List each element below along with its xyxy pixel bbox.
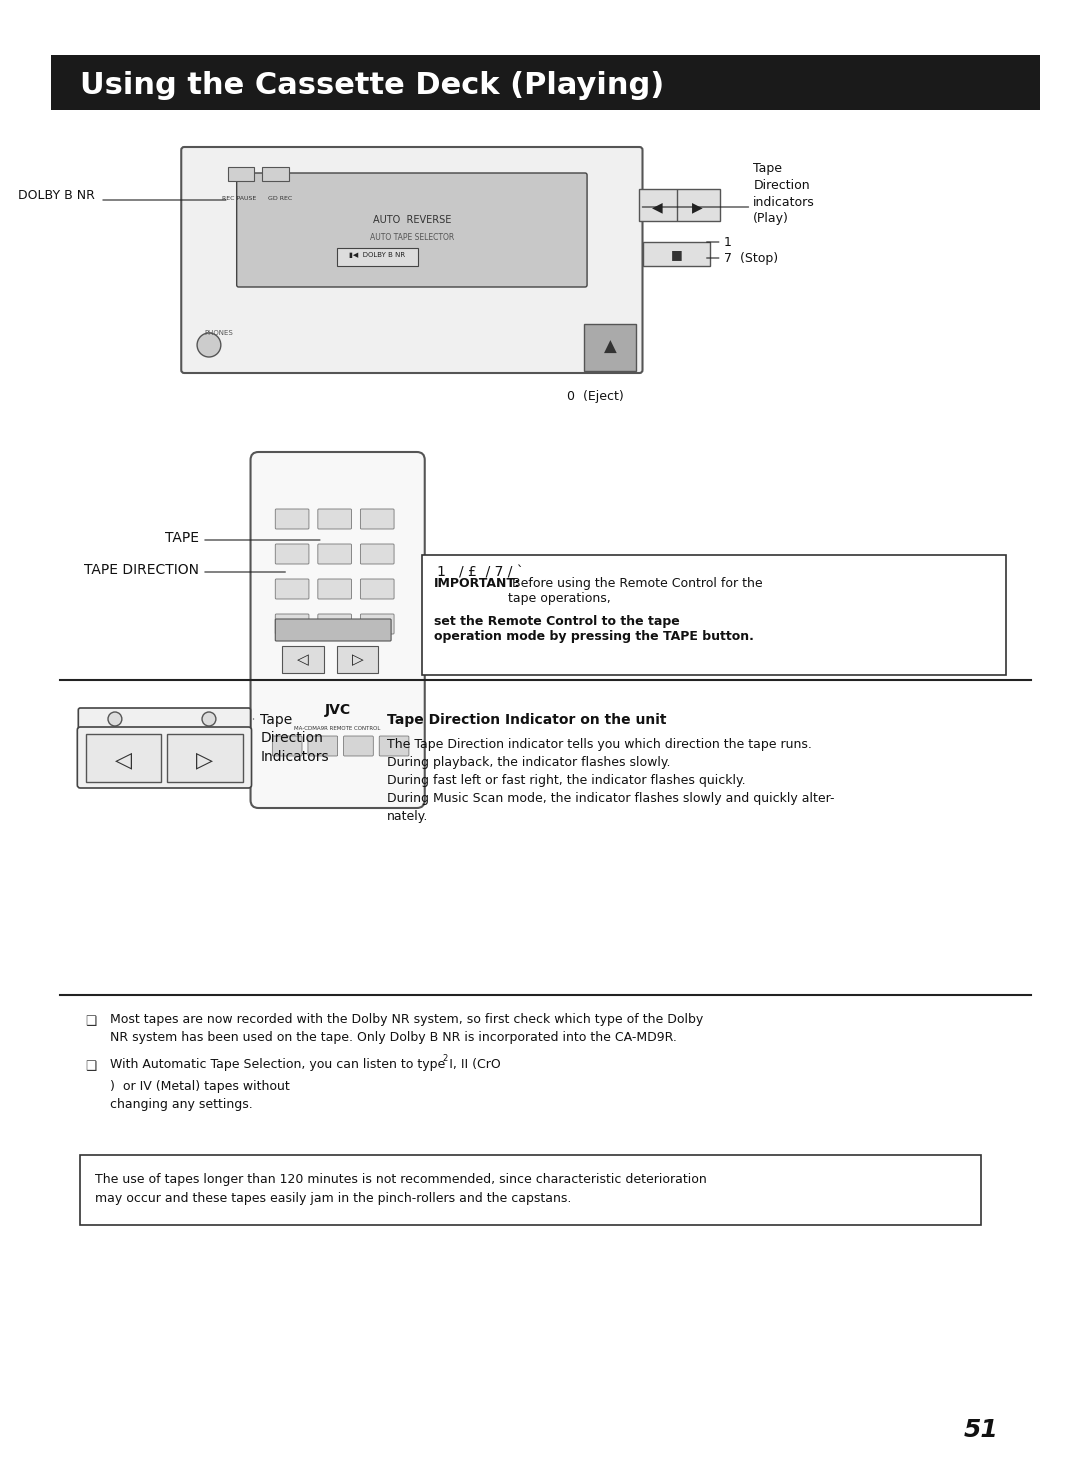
FancyBboxPatch shape [86, 735, 161, 782]
Text: ▷: ▷ [197, 749, 214, 770]
Text: Using the Cassette Deck (Playing): Using the Cassette Deck (Playing) [80, 71, 664, 99]
Text: GD REC: GD REC [268, 197, 293, 201]
Text: ▶: ▶ [691, 200, 702, 214]
Text: Tape
Direction
indicators: Tape Direction indicators [754, 163, 815, 208]
FancyBboxPatch shape [275, 544, 309, 565]
FancyBboxPatch shape [80, 1154, 981, 1225]
FancyBboxPatch shape [228, 167, 255, 180]
Text: ❑: ❑ [85, 1060, 96, 1073]
Text: REC PAUSE: REC PAUSE [221, 197, 256, 201]
Text: IMPORTANT:: IMPORTANT: [434, 576, 521, 590]
Text: 1: 1 [724, 235, 731, 248]
Text: TAPE: TAPE [165, 531, 199, 545]
FancyBboxPatch shape [361, 544, 394, 565]
Circle shape [197, 333, 220, 358]
FancyBboxPatch shape [272, 736, 302, 757]
Circle shape [108, 712, 122, 726]
Text: MA-CDMA9R REMOTE CONTROL: MA-CDMA9R REMOTE CONTROL [295, 726, 381, 730]
FancyBboxPatch shape [262, 167, 289, 180]
Text: (Play): (Play) [754, 211, 789, 225]
FancyBboxPatch shape [181, 146, 643, 372]
FancyBboxPatch shape [51, 55, 1040, 109]
Text: The use of tapes longer than 120 minutes is not recommended, since characteristi: The use of tapes longer than 120 minutes… [95, 1174, 707, 1205]
Text: ▲: ▲ [604, 338, 617, 356]
FancyBboxPatch shape [361, 579, 394, 599]
Text: AUTO TAPE SELECTOR: AUTO TAPE SELECTOR [369, 232, 454, 241]
Text: ◁: ◁ [297, 652, 309, 668]
Text: ▷: ▷ [352, 652, 363, 668]
FancyBboxPatch shape [275, 579, 309, 599]
Text: Before using the Remote Control for the
tape operations,: Before using the Remote Control for the … [508, 576, 762, 605]
FancyBboxPatch shape [78, 727, 252, 788]
Text: 2: 2 [443, 1054, 448, 1063]
FancyBboxPatch shape [343, 736, 374, 757]
FancyBboxPatch shape [282, 646, 324, 672]
FancyBboxPatch shape [237, 173, 588, 287]
FancyBboxPatch shape [318, 544, 351, 565]
Text: ◁: ◁ [116, 749, 133, 770]
FancyBboxPatch shape [644, 242, 710, 266]
Text: 7  (Stop): 7 (Stop) [724, 251, 778, 265]
Text: 0  (Eject): 0 (Eject) [567, 390, 623, 403]
Text: DOLBY B NR: DOLBY B NR [18, 189, 95, 201]
Text: Tape
Direction
Indicators: Tape Direction Indicators [260, 712, 329, 764]
Text: ◀: ◀ [652, 200, 663, 214]
Circle shape [202, 712, 216, 726]
FancyBboxPatch shape [318, 613, 351, 634]
FancyBboxPatch shape [318, 579, 351, 599]
Text: JVC: JVC [325, 704, 351, 717]
FancyBboxPatch shape [638, 189, 719, 222]
FancyBboxPatch shape [337, 646, 378, 672]
Text: ❑: ❑ [85, 1015, 96, 1029]
FancyBboxPatch shape [308, 736, 338, 757]
Text: 1   / £  / 7 / `: 1 / £ / 7 / ` [436, 565, 524, 579]
FancyBboxPatch shape [361, 613, 394, 634]
FancyBboxPatch shape [275, 508, 309, 529]
FancyBboxPatch shape [422, 556, 1005, 675]
FancyBboxPatch shape [275, 619, 391, 641]
Text: )  or IV (Metal) tapes without
changing any settings.: ) or IV (Metal) tapes without changing a… [110, 1080, 289, 1111]
FancyBboxPatch shape [167, 735, 243, 782]
Text: Most tapes are now recorded with the Dolby NR system, so first check which type : Most tapes are now recorded with the Dol… [110, 1012, 703, 1043]
FancyBboxPatch shape [379, 736, 409, 757]
FancyBboxPatch shape [337, 248, 418, 266]
Text: PHONES: PHONES [204, 330, 233, 336]
FancyBboxPatch shape [361, 508, 394, 529]
FancyBboxPatch shape [584, 324, 635, 371]
Text: TAPE DIRECTION: TAPE DIRECTION [84, 563, 199, 576]
Text: ■: ■ [672, 248, 683, 262]
Text: 51: 51 [963, 1417, 998, 1443]
Text: set the Remote Control to the tape
operation mode by pressing the TAPE button.: set the Remote Control to the tape opera… [434, 615, 754, 643]
Text: Tape Direction Indicator on the unit: Tape Direction Indicator on the unit [387, 712, 666, 727]
Text: With Automatic Tape Selection, you can listen to type I, II (CrO: With Automatic Tape Selection, you can l… [110, 1058, 501, 1072]
FancyBboxPatch shape [318, 508, 351, 529]
FancyBboxPatch shape [251, 452, 424, 808]
Text: AUTO  REVERSE: AUTO REVERSE [373, 214, 451, 225]
FancyBboxPatch shape [275, 613, 309, 634]
FancyBboxPatch shape [79, 708, 251, 730]
Text: ▮◀  DOLBY B NR: ▮◀ DOLBY B NR [349, 253, 405, 259]
Text: The Tape Direction indicator tells you which direction the tape runs.
During pla: The Tape Direction indicator tells you w… [387, 738, 835, 823]
